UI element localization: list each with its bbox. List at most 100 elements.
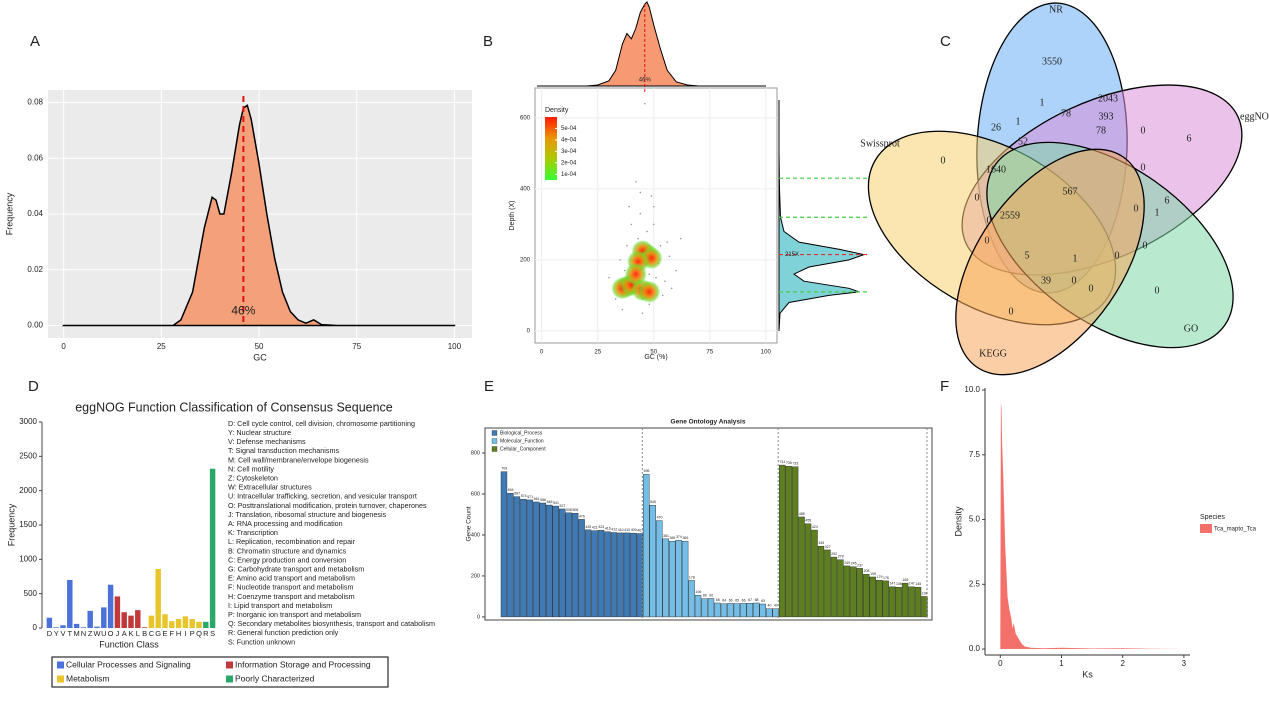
value-label: 410	[624, 528, 630, 532]
legend-title: Species	[1200, 514, 1225, 521]
legend-box	[51, 656, 389, 688]
region-count: 567	[1063, 186, 1078, 197]
depth-annotation: 215X	[785, 252, 799, 258]
bar	[643, 474, 650, 618]
x-tick-label: 25	[594, 350, 601, 356]
bar	[733, 603, 741, 618]
bar	[107, 584, 114, 628]
bar	[623, 532, 631, 618]
bar	[753, 602, 760, 618]
class-description: Z: Cytoskeleton	[228, 474, 278, 483]
legend-swatch	[226, 675, 233, 683]
value-label: 292	[831, 552, 837, 556]
bar	[507, 492, 514, 618]
value-label: 476	[579, 514, 585, 518]
bar	[869, 576, 876, 618]
value-label: 65	[735, 599, 739, 603]
x-tick-label: I	[184, 629, 186, 638]
set-ellipse	[955, 148, 1145, 376]
bar	[914, 587, 922, 618]
x-tick-label: 1	[1059, 659, 1064, 668]
class-description: Y: Nuclear structure	[228, 428, 291, 437]
value-label: 279	[838, 555, 844, 559]
bar	[850, 566, 857, 618]
region-count: 0	[1143, 240, 1148, 251]
x-tick-label: J	[116, 629, 120, 638]
class-description: B: Chromatin structure and dynamics	[228, 546, 347, 555]
bar	[681, 541, 689, 618]
region-count: 6	[1187, 133, 1192, 144]
region-count: 52	[1018, 136, 1028, 147]
class-description: E: Amino acid transport and metabolism	[228, 574, 355, 583]
bar	[121, 612, 127, 628]
x-tick-label: D	[47, 629, 53, 638]
bar	[694, 595, 702, 618]
value-label: 147	[889, 582, 895, 586]
y-tick-label: 0	[33, 623, 38, 632]
x-tick-label: E	[162, 629, 167, 638]
y-axis-title: Gene Count	[466, 506, 473, 541]
scatter-point	[641, 312, 644, 314]
x-axis-title: GC (%)	[644, 354, 667, 361]
bar	[526, 499, 534, 618]
panel-letter: F	[940, 378, 949, 395]
scatter-point	[626, 244, 628, 247]
legend-swatch	[491, 446, 498, 452]
x-tick-label: 100	[761, 350, 772, 356]
region-count: 39	[1041, 275, 1051, 286]
scatter-point	[668, 255, 671, 258]
bar	[617, 532, 624, 618]
y-tick-label: 10.0	[964, 385, 980, 394]
legend-label: Cellular Processes and Signaling	[66, 659, 191, 669]
bar	[876, 580, 883, 618]
bar	[707, 598, 715, 618]
value-label: 470	[657, 516, 663, 520]
value-label: 369	[682, 536, 688, 540]
value-label: 508	[566, 508, 572, 512]
value-label: 527	[560, 504, 566, 508]
bar	[552, 505, 559, 618]
set-label: Swissprot	[860, 138, 900, 149]
region-count: 6	[1165, 195, 1170, 206]
scatter-point	[670, 287, 673, 290]
bar	[843, 565, 851, 618]
panel-letter: B	[483, 33, 493, 50]
y-axis-title: Frequency	[4, 192, 14, 235]
x-axis-title: Ks	[1082, 669, 1093, 679]
x-tick-label: L	[136, 629, 140, 638]
bar	[798, 516, 805, 618]
scatter-point	[679, 237, 682, 240]
scatter-point	[637, 237, 639, 240]
region-count: 0	[1009, 306, 1014, 317]
class-description: I: Lipid transport and metabolism	[228, 601, 332, 610]
bar	[824, 549, 831, 618]
bar	[591, 530, 598, 618]
scatter-point	[614, 298, 617, 300]
bar	[539, 502, 546, 618]
class-description: O: Posttranslational modification, prote…	[228, 501, 427, 510]
region-count: 0	[941, 155, 946, 166]
panel-letter: D	[28, 378, 39, 395]
bar	[656, 520, 663, 618]
value-label: 369	[670, 536, 676, 540]
y-tick-label: 1000	[19, 554, 37, 563]
bar	[128, 615, 134, 628]
class-description: T: Signal transduction mechanisms	[228, 446, 339, 455]
value-label: 90	[709, 593, 713, 597]
y-tick-label: 500	[24, 589, 38, 598]
x-axis-title: GC	[253, 352, 267, 362]
value-label: 587	[514, 492, 520, 496]
bar	[175, 619, 182, 628]
color-tick-label: 5e-04	[561, 126, 577, 132]
value-label: 604	[508, 488, 514, 492]
bar	[196, 621, 202, 628]
class-description: K: Transcription	[228, 528, 278, 537]
value-label: 561	[534, 497, 540, 501]
y-tick-label: 600	[471, 491, 480, 497]
y-tick-label: 600	[520, 115, 531, 121]
bar	[520, 499, 527, 618]
region-count: 1	[1155, 207, 1160, 218]
value-label: 374	[676, 535, 682, 539]
y-tick-label: 0.0	[969, 644, 981, 653]
legend-label: Cellular_Component	[500, 446, 546, 452]
